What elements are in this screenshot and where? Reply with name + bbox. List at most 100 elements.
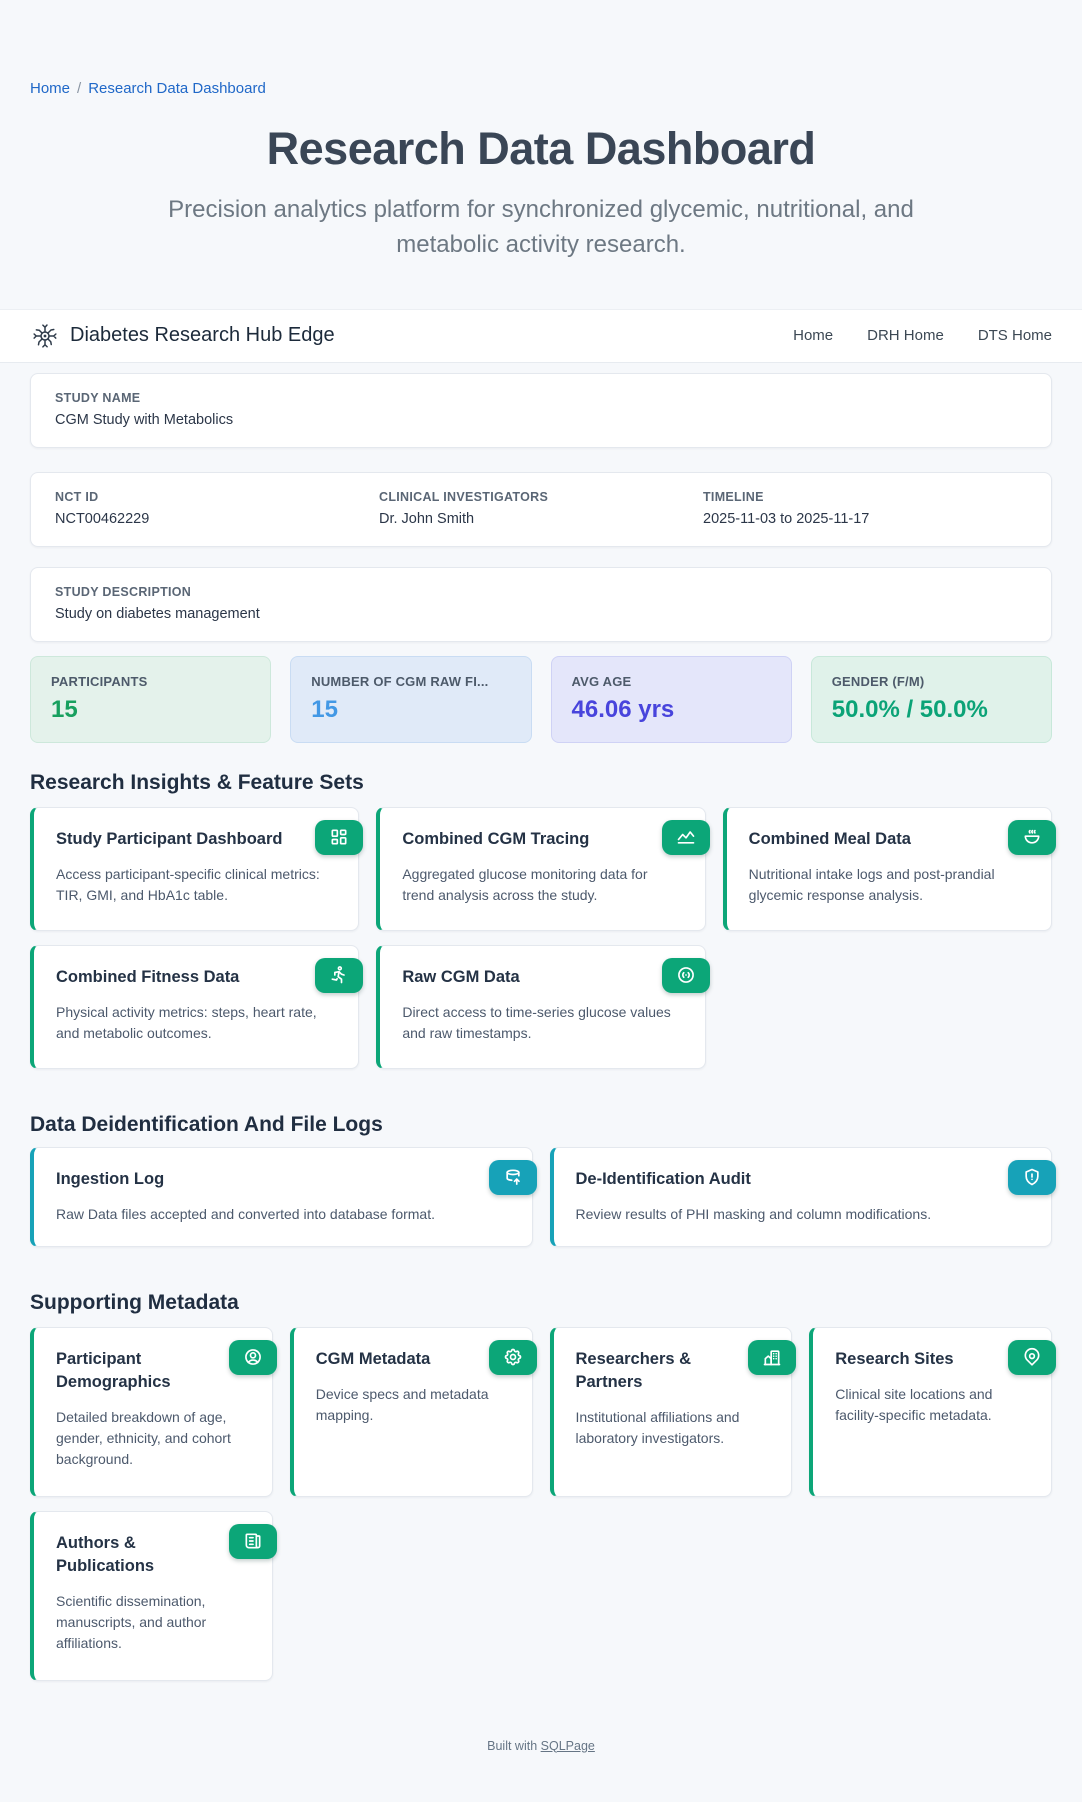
- study-description-card: STUDY DESCRIPTION Study on diabetes mana…: [30, 566, 1052, 642]
- feature-card-title: Combined CGM Tracing: [402, 829, 590, 848]
- feature-card-title: Study Participant Dashboard: [56, 829, 283, 848]
- breadcrumb: Home / Research Data Dashboard: [30, 80, 1052, 97]
- feature-card-description: Review results of PHI masking and column…: [575, 1205, 932, 1222]
- main-content: STUDY NAME CGM Study with Metabolics NCT…: [0, 372, 1082, 1681]
- stat-card-avg-age: AVG AGE 46.06 yrs: [550, 655, 792, 743]
- study-info-card: NCT ID NCT00462229 CLINICAL INVESTIGATOR…: [30, 471, 1052, 547]
- breadcrumb-home-link[interactable]: Home: [30, 80, 71, 97]
- access-point-icon: [661, 957, 710, 993]
- feature-card-title: Combined Fitness Data: [56, 967, 240, 986]
- feature-card-combined-cgm-tracing[interactable]: Combined CGM Tracing Aggregated glucose …: [376, 806, 710, 931]
- study-name-card: STUDY NAME CGM Study with Metabolics: [30, 372, 1052, 448]
- timeline-label: TIMELINE: [703, 489, 764, 504]
- timeline-value: 2025-11-03 to 2025-11-17: [703, 510, 870, 527]
- feature-card-title: Authors & Publications: [56, 1533, 155, 1575]
- user-circle-icon: [228, 1339, 277, 1375]
- clinical-investigators-label: CLINICAL INVESTIGATORS: [379, 489, 549, 504]
- feature-card-description: Access participant-specific clinical met…: [56, 865, 320, 903]
- runner-icon: [315, 957, 364, 993]
- stat-label: PARTICIPANTS: [51, 673, 148, 689]
- database-import-icon: [488, 1159, 537, 1195]
- metadata-grid: Participant Demographics Detailed breakd…: [30, 1326, 1056, 1681]
- feature-card-description: Aggregated glucose monitoring data for t…: [402, 865, 648, 903]
- feature-card-title: Participant Demographics: [56, 1349, 171, 1391]
- feature-card-description: Clinical site locations and facility-spe…: [835, 1385, 993, 1423]
- feature-card-researchers-partners[interactable]: Researchers & Partners Institutional aff…: [549, 1326, 797, 1497]
- breadcrumb-current-link[interactable]: Research Data Dashboard: [88, 80, 266, 97]
- feature-card-raw-cgm-data[interactable]: Raw CGM Data Direct access to time-serie…: [376, 944, 710, 1069]
- feature-card-description: Scientific dissemination, manuscripts, a…: [56, 1592, 207, 1651]
- feature-card-combined-meal-data[interactable]: Combined Meal Data Nutritional intake lo…: [722, 806, 1056, 931]
- stat-value: 50.0% / 50.0%: [831, 695, 988, 723]
- clinical-investigators-value: Dr. John Smith: [379, 510, 475, 527]
- stat-label: GENDER (F/M): [831, 673, 925, 689]
- feature-card-study-participant-dashboard[interactable]: Study Participant Dashboard Access parti…: [30, 806, 364, 931]
- news-icon: [228, 1523, 277, 1559]
- gear-icon: [488, 1339, 537, 1375]
- study-name-value: CGM Study with Metabolics: [55, 411, 234, 428]
- feature-card-deidentification-audit[interactable]: De-Identification Audit Review results o…: [549, 1146, 1056, 1247]
- feature-card-description: Physical activity metrics: steps, heart …: [56, 1003, 317, 1041]
- neuron-logo-icon: [33, 323, 57, 348]
- feature-card-participant-demographics[interactable]: Participant Demographics Detailed breakd…: [30, 1326, 277, 1497]
- page-footer: Built with SQLPage: [0, 1739, 1082, 1769]
- section-title-features: Research Insights & Feature Sets: [30, 770, 364, 794]
- section-title-metadata: Supporting Metadata: [30, 1290, 239, 1314]
- stat-value: 15: [51, 695, 78, 723]
- feature-card-title: Raw CGM Data: [402, 967, 520, 986]
- nct-id-label: NCT ID: [55, 489, 99, 504]
- hero-section: Home / Research Data Dashboard Research Da…: [0, 0, 1082, 309]
- breadcrumb-separator: /: [77, 80, 82, 97]
- study-description-value: Study on diabetes management: [55, 605, 260, 622]
- footer-text: Built with: [487, 1738, 538, 1753]
- nav-links: Home DRH Home DTS Home: [793, 327, 1052, 344]
- stat-value: 15: [311, 695, 338, 723]
- page-title: Research Data Dashboard: [266, 123, 816, 174]
- stat-label: NUMBER OF CGM RAW FI...: [311, 673, 489, 689]
- feature-card-description: Nutritional intake logs and post-prandia…: [748, 865, 995, 903]
- map-pin-icon: [1008, 1339, 1056, 1375]
- feature-card-combined-fitness-data[interactable]: Combined Fitness Data Physical activity …: [30, 944, 364, 1069]
- feature-card-title: CGM Metadata: [315, 1349, 431, 1368]
- page-subtitle: Precision analytics platform for synchro…: [168, 196, 914, 258]
- feature-card-cgm-metadata[interactable]: CGM Metadata Device specs and metadata m…: [289, 1326, 537, 1497]
- feature-card-research-sites[interactable]: Research Sites Clinical site locations a…: [809, 1326, 1056, 1497]
- shield-icon: [1008, 1159, 1056, 1195]
- nav-link-dts-home[interactable]: DTS Home: [977, 327, 1052, 345]
- nct-id-value: NCT00462229: [55, 510, 150, 527]
- stat-card-cgm-raw-files: NUMBER OF CGM RAW FI... 15: [290, 655, 532, 743]
- stat-value: 46.06 yrs: [571, 695, 675, 723]
- nct-id-field: NCT ID NCT00462229: [55, 490, 379, 527]
- chart-line-icon: [661, 819, 710, 855]
- feature-card-authors-publications[interactable]: Authors & Publications Scientific dissem…: [30, 1510, 277, 1681]
- stat-card-participants: PARTICIPANTS 15: [30, 655, 272, 743]
- feature-card-description: Device specs and metadata mapping.: [315, 1385, 489, 1423]
- deidentification-grid: Ingestion Log Raw Data files accepted an…: [30, 1146, 1056, 1247]
- feature-card-title: De-Identification Audit: [575, 1169, 751, 1188]
- dashboard-icon: [315, 819, 364, 855]
- clinical-investigators-field: CLINICAL INVESTIGATORS Dr. John Smith: [379, 490, 703, 527]
- feature-card-title: Combined Meal Data: [748, 829, 911, 848]
- nav-link-drh-home[interactable]: DRH Home: [867, 327, 944, 345]
- brand-link[interactable]: Diabetes Research Hub Edge: [30, 321, 335, 351]
- stat-label: AVG AGE: [571, 673, 632, 689]
- feature-card-description: Raw Data files accepted and converted in…: [56, 1205, 435, 1222]
- features-grid: Study Participant Dashboard Access parti…: [30, 806, 1056, 1069]
- brand-name: Diabetes Research Hub Edge: [70, 324, 335, 347]
- feature-card-description: Institutional affiliations and laborator…: [575, 1408, 740, 1446]
- study-name-label: STUDY NAME: [55, 390, 141, 405]
- building-icon: [748, 1339, 797, 1375]
- feature-card-description: Direct access to time-series glucose val…: [402, 1003, 671, 1041]
- stat-card-gender: GENDER (F/M) 50.0% / 50.0%: [810, 655, 1052, 743]
- stats-row: PARTICIPANTS 15 NUMBER OF CGM RAW FI... …: [30, 655, 1052, 743]
- soup-bowl-icon: [1008, 819, 1056, 855]
- feature-card-description: Detailed breakdown of age, gender, ethni…: [56, 1408, 231, 1467]
- feature-card-title: Researchers & Partners: [575, 1349, 692, 1391]
- feature-card-ingestion-log[interactable]: Ingestion Log Raw Data files accepted an…: [30, 1146, 537, 1247]
- timeline-field: TIMELINE 2025-11-03 to 2025-11-17: [703, 490, 1027, 527]
- top-navbar: Diabetes Research Hub Edge Home DRH Home…: [0, 308, 1082, 363]
- study-description-label: STUDY DESCRIPTION: [55, 584, 192, 599]
- nav-link-home[interactable]: Home: [793, 327, 834, 345]
- section-title-deidentification: Data Deidentification And File Logs: [30, 1112, 383, 1136]
- sqlpage-link[interactable]: SQLPage: [540, 1738, 595, 1753]
